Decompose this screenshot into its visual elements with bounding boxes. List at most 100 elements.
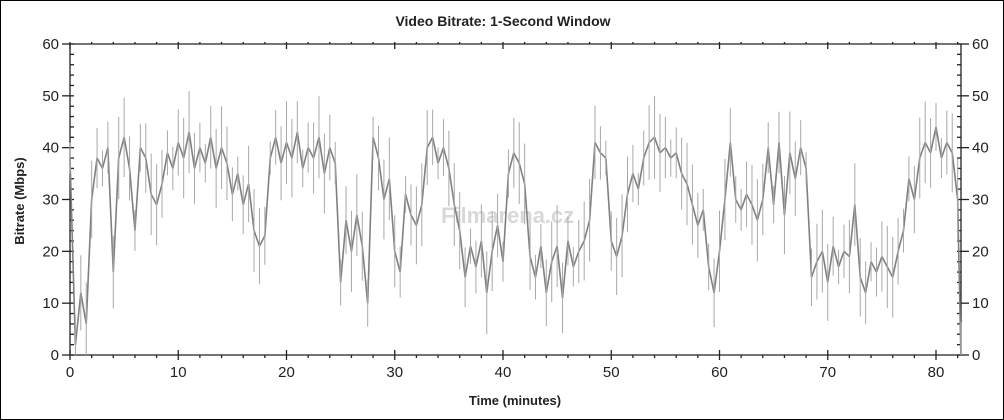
data-segment bbox=[107, 147, 115, 273]
data-segment bbox=[534, 246, 542, 278]
data-segment bbox=[588, 142, 596, 221]
data-segment bbox=[442, 147, 450, 169]
data-segment bbox=[150, 193, 158, 206]
data-segment bbox=[642, 142, 650, 159]
data-segment bbox=[258, 235, 266, 247]
data-segment bbox=[339, 220, 347, 283]
data-segment bbox=[783, 152, 791, 216]
data-segment bbox=[599, 152, 607, 159]
data-segment bbox=[886, 266, 894, 278]
data-segment bbox=[193, 147, 201, 169]
data-segment bbox=[680, 173, 688, 185]
data-segment bbox=[794, 147, 802, 179]
data-segment bbox=[377, 157, 385, 200]
data-segment bbox=[253, 230, 261, 247]
y-tick-label: 50 bbox=[42, 88, 59, 105]
data-segment bbox=[513, 152, 520, 164]
data-segment bbox=[350, 214, 358, 252]
x-axis-label: Time (minutes) bbox=[469, 393, 561, 408]
data-segment bbox=[615, 235, 623, 257]
watermark: Filmarena.cz bbox=[441, 203, 574, 228]
data-segment bbox=[724, 142, 732, 200]
data-segment bbox=[69, 158, 77, 345]
data-segment bbox=[810, 261, 818, 278]
data-segment bbox=[740, 194, 748, 211]
data-segment bbox=[231, 173, 239, 195]
chart-title: Video Bitrate: 1-Second Window bbox=[395, 13, 610, 29]
data-segment bbox=[735, 199, 742, 211]
data-segment bbox=[144, 157, 152, 195]
data-segment bbox=[837, 251, 845, 268]
data-segment bbox=[448, 168, 456, 205]
data-segment bbox=[778, 142, 786, 216]
data-segment bbox=[485, 251, 493, 293]
data-segment bbox=[583, 220, 591, 242]
x-tick-label: 30 bbox=[386, 364, 403, 381]
data-segment bbox=[85, 199, 93, 324]
data-segment bbox=[881, 256, 888, 268]
data-segment bbox=[318, 137, 326, 174]
data-segment bbox=[388, 178, 396, 252]
data-segment bbox=[323, 147, 331, 174]
data-segment bbox=[610, 240, 618, 257]
data-segment bbox=[101, 147, 109, 169]
data-segment bbox=[956, 199, 962, 356]
data-segment bbox=[772, 142, 780, 205]
data-segment bbox=[929, 126, 937, 154]
data-segment bbox=[345, 220, 353, 252]
data-segment bbox=[112, 157, 120, 273]
data-segment bbox=[236, 173, 244, 205]
right-y-tick-label: 30 bbox=[972, 192, 989, 209]
y-tick-label: 20 bbox=[42, 243, 59, 260]
y-tick-label: 30 bbox=[42, 192, 59, 209]
data-segment bbox=[458, 230, 466, 278]
data-segment bbox=[864, 261, 872, 293]
data-segment bbox=[161, 152, 169, 185]
data-segment bbox=[653, 137, 661, 154]
data-segment bbox=[523, 183, 531, 257]
right-y-tick-label: 60 bbox=[972, 36, 989, 53]
y-axis-label: Bitrate (Mbps) bbox=[12, 157, 27, 244]
data-segment bbox=[334, 163, 342, 283]
data-segment bbox=[399, 194, 407, 273]
data-segment bbox=[707, 266, 715, 293]
data-segment bbox=[421, 147, 429, 205]
data-segment bbox=[605, 157, 613, 242]
data-segment bbox=[453, 204, 461, 231]
data-segment bbox=[220, 147, 228, 164]
data-segment bbox=[664, 147, 672, 159]
data-segment bbox=[366, 137, 374, 304]
series-bitrate bbox=[69, 91, 962, 356]
data-segment bbox=[946, 142, 953, 154]
x-tick-label: 70 bbox=[819, 364, 836, 381]
data-segment bbox=[123, 137, 131, 169]
data-segment bbox=[383, 178, 391, 200]
data-segment bbox=[437, 147, 445, 164]
data-segment bbox=[924, 142, 932, 154]
y-tick-label: 40 bbox=[42, 140, 59, 157]
data-segment bbox=[274, 137, 282, 164]
data-segment bbox=[128, 168, 136, 231]
data-segment bbox=[659, 147, 666, 154]
data-segment bbox=[870, 261, 878, 273]
right-y-tick-label: 50 bbox=[972, 88, 989, 105]
data-segment bbox=[648, 136, 656, 144]
data-segment bbox=[280, 142, 288, 164]
data-segment bbox=[529, 256, 537, 278]
data-segment bbox=[356, 214, 364, 247]
data-segment bbox=[361, 246, 369, 304]
data-segment bbox=[469, 245, 477, 268]
data-segment bbox=[475, 240, 483, 268]
y-tick-label: 0 bbox=[51, 347, 59, 364]
data-segment bbox=[242, 183, 250, 205]
data-segment bbox=[762, 147, 770, 200]
data-segment bbox=[632, 173, 640, 190]
data-segment bbox=[90, 157, 98, 200]
data-segment bbox=[805, 168, 813, 278]
data-segment bbox=[502, 173, 510, 262]
data-segment bbox=[204, 137, 212, 164]
data-segment bbox=[756, 199, 764, 221]
x-tick-label: 0 bbox=[66, 364, 74, 381]
y-tick-label: 60 bbox=[42, 36, 59, 53]
